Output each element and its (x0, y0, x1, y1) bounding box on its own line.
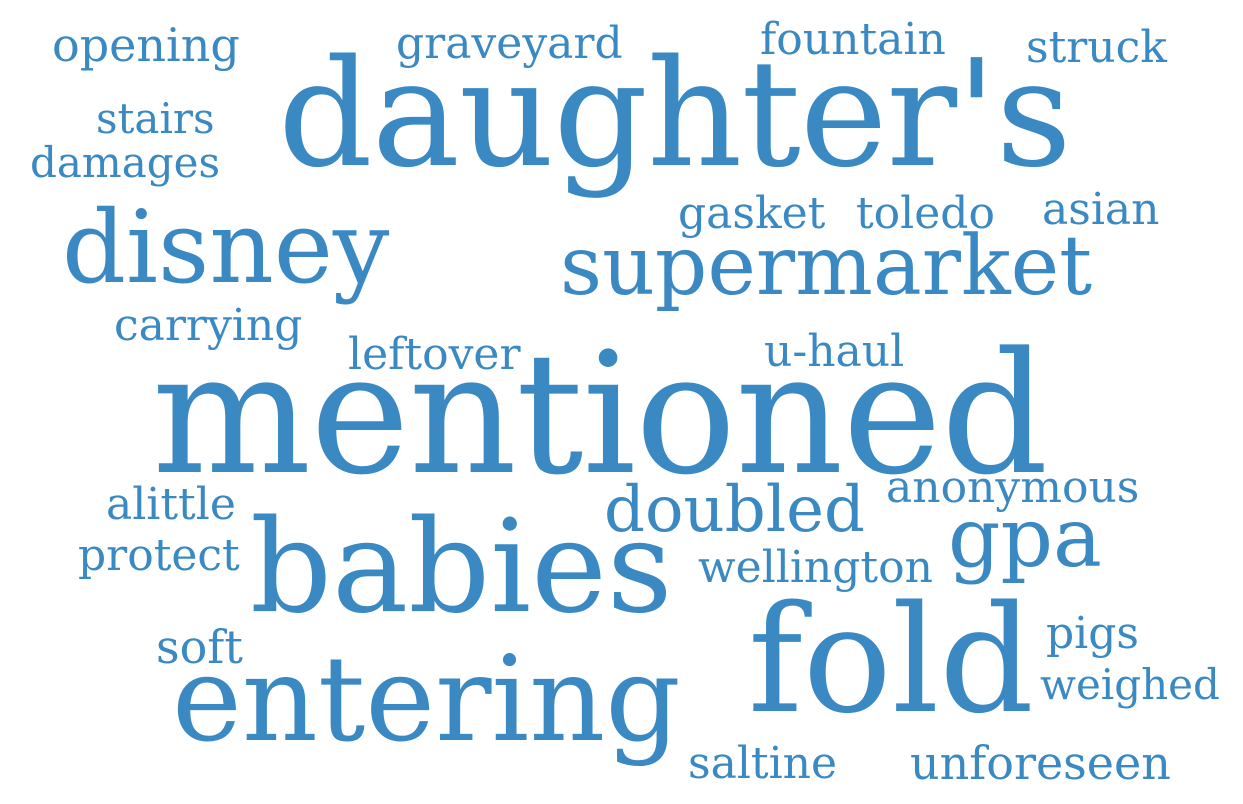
word-saltine: saltine (688, 738, 838, 789)
word-disney: disney (62, 189, 390, 306)
word-toledo: toledo (856, 188, 995, 239)
word-wellington: wellington (698, 542, 933, 593)
word-supermarket: supermarket (560, 219, 1093, 314)
word-anonymous: anonymous (886, 462, 1140, 513)
word-weighed: weighed (1040, 660, 1220, 709)
word-struck: struck (1026, 22, 1167, 73)
word-mentioned: mentioned (152, 316, 1048, 512)
word-gasket: gasket (678, 188, 826, 239)
word-unforeseen: unforeseen (910, 736, 1171, 790)
word-leftover: leftover (348, 329, 521, 380)
word-fountain: fountain (760, 14, 946, 65)
word-protect: protect (78, 530, 240, 581)
word-daughters: daughter's (278, 28, 1072, 200)
word-asian: asian (1042, 184, 1160, 235)
word-opening: opening (52, 18, 240, 72)
word-pigs: pigs (1046, 608, 1139, 659)
word-babies: babies (250, 493, 673, 642)
word-stairs: stairs (96, 94, 215, 143)
word-gpa: gpa (948, 491, 1102, 586)
word-graveyard: graveyard (396, 18, 623, 69)
word-entering: entering (172, 630, 681, 768)
word-alittle: alittle (106, 479, 236, 530)
word-damages: damages (30, 138, 221, 187)
word-fold: fold (748, 574, 1034, 746)
word-carrying: carrying (114, 300, 303, 351)
word-doubled: doubled (604, 473, 865, 547)
word-soft: soft (156, 620, 243, 674)
word-u-haul: u-haul (764, 326, 905, 377)
